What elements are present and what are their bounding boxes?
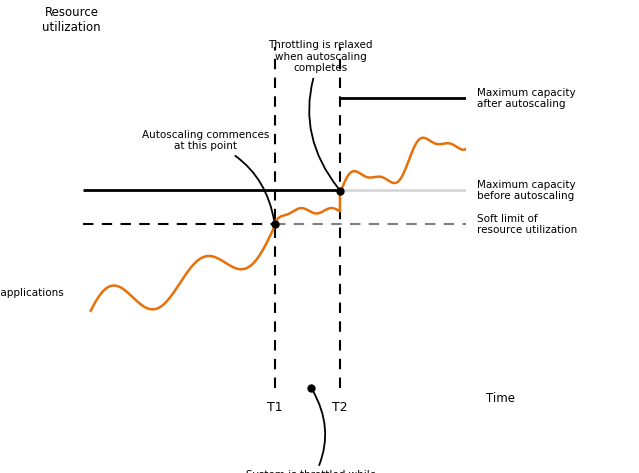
- Text: Resource
utilization: Resource utilization: [42, 6, 101, 34]
- Text: Throttling is relaxed
when autoscaling
completes: Throttling is relaxed when autoscaling c…: [268, 40, 373, 188]
- Text: Time: Time: [486, 392, 514, 404]
- Text: Autoscaling commences
at this point: Autoscaling commences at this point: [142, 130, 274, 222]
- Text: System is throttled while
autoscaling occurs: System is throttled while autoscaling oc…: [246, 390, 376, 473]
- Text: All applications: All applications: [0, 288, 64, 298]
- Text: Maximum capacity
before autoscaling: Maximum capacity before autoscaling: [477, 180, 575, 201]
- Text: T2: T2: [332, 402, 348, 414]
- Text: Maximum capacity
after autoscaling: Maximum capacity after autoscaling: [477, 88, 575, 109]
- Text: Soft limit of
resource utilization: Soft limit of resource utilization: [477, 214, 577, 235]
- Text: T1: T1: [267, 402, 282, 414]
